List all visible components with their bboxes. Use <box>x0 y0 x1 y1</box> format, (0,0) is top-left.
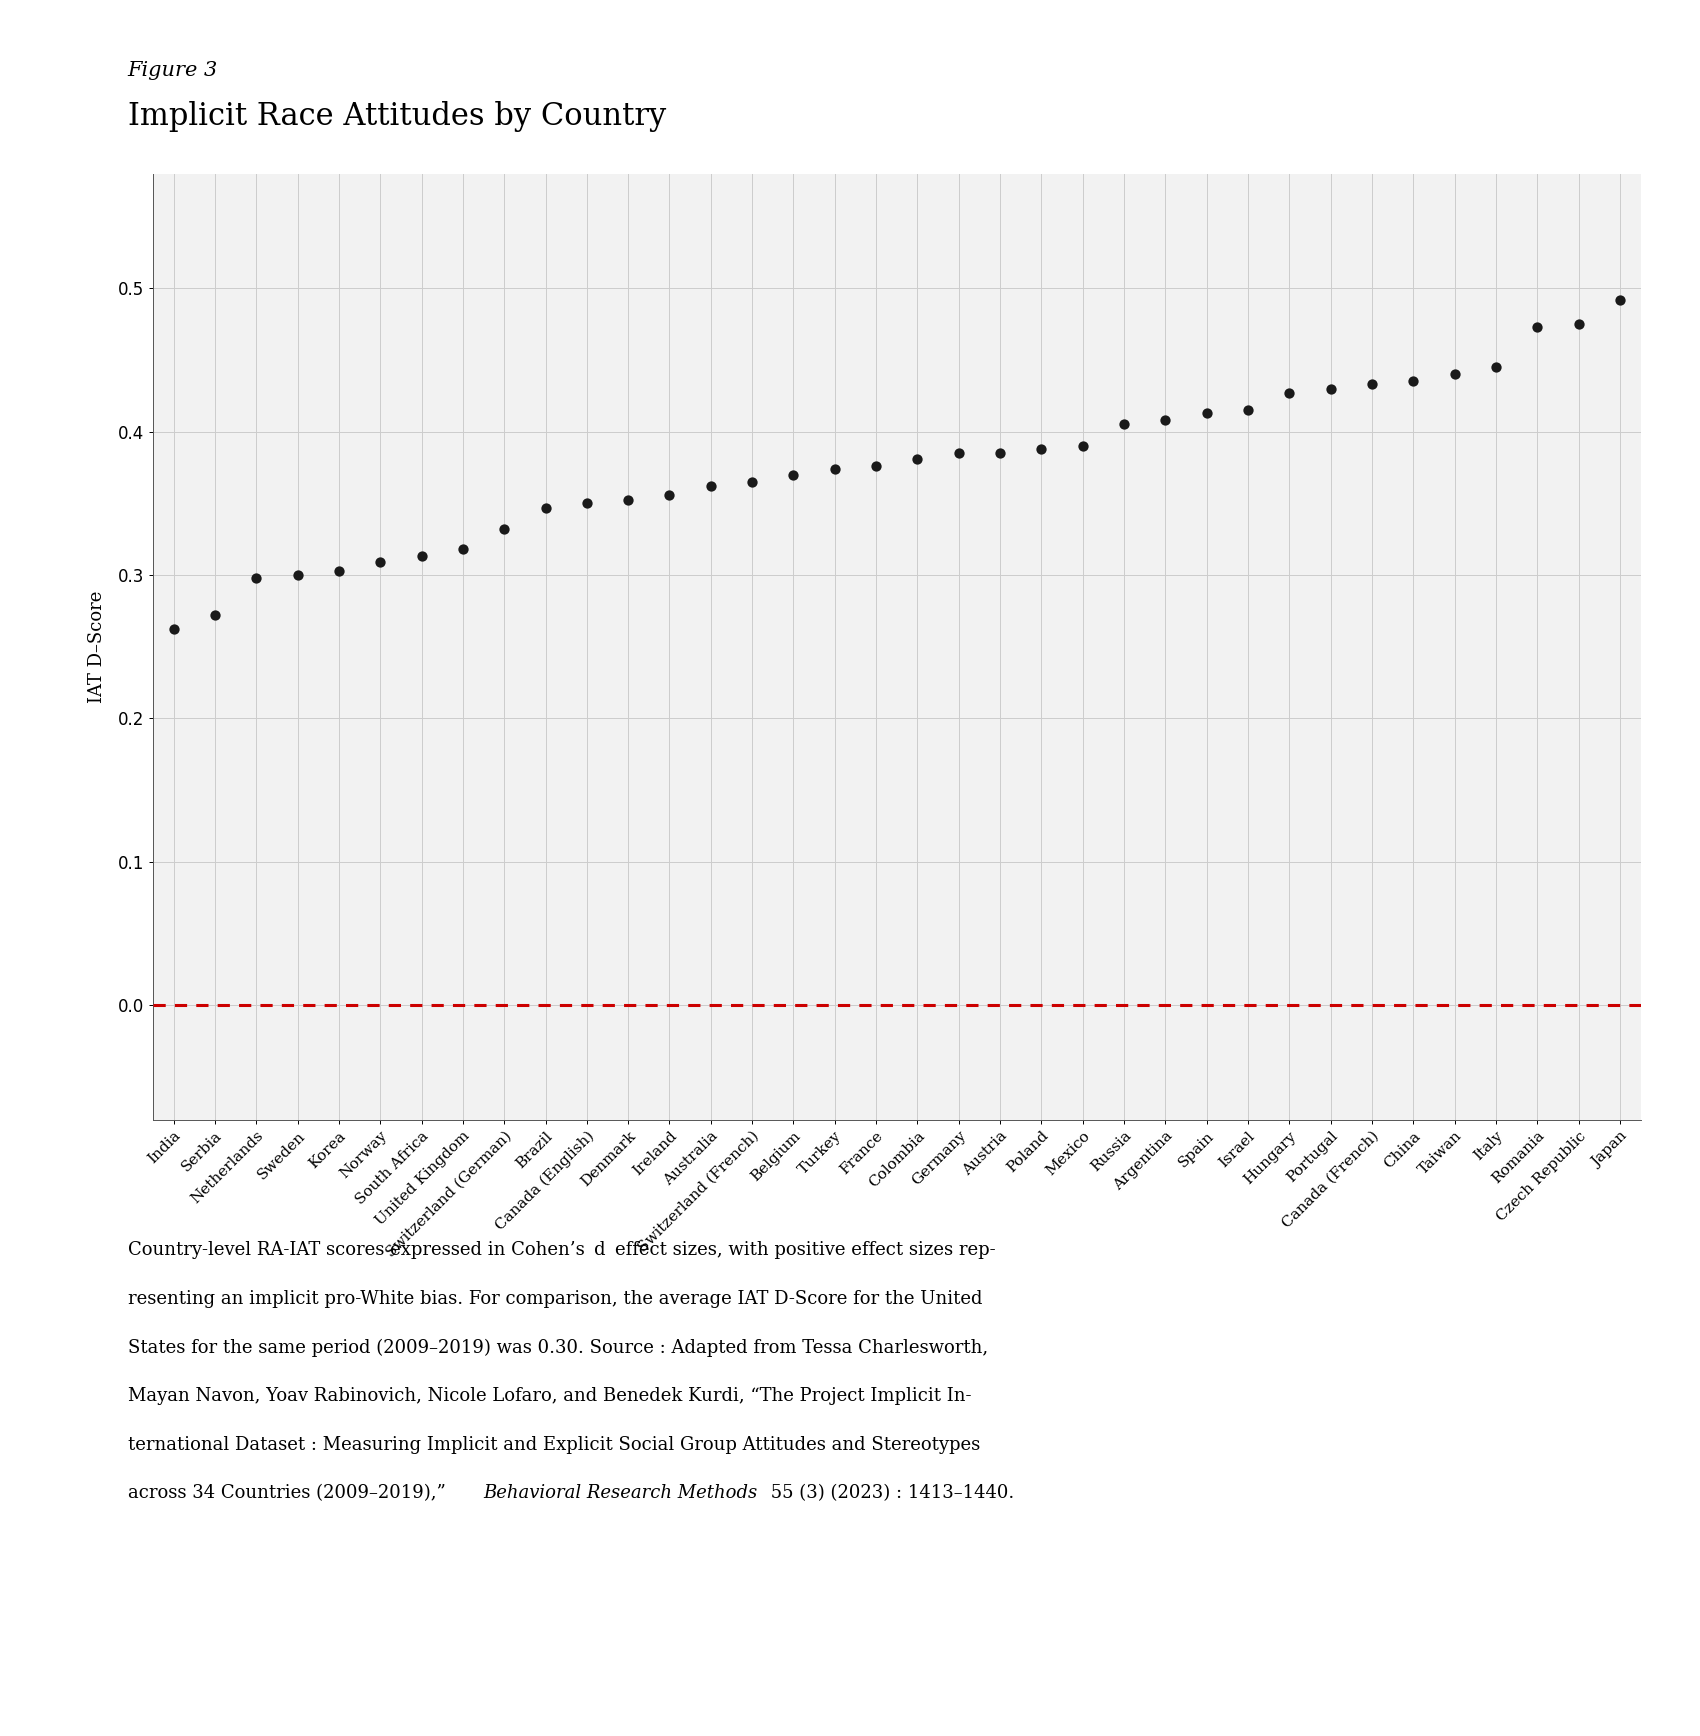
Text: resenting an implicit pro-White bias. For comparison, the average IAT D-Score fo: resenting an implicit pro-White bias. Fo… <box>128 1290 983 1307</box>
Point <box>1275 378 1302 406</box>
Point <box>449 535 476 562</box>
Text: Mayan Navon, Yoav Rabinovich, Nicole Lofaro, and Benedek Kurdi, “The Project Imp: Mayan Navon, Yoav Rabinovich, Nicole Lof… <box>128 1387 971 1404</box>
Y-axis label: IAT D–Score: IAT D–Score <box>88 590 107 703</box>
Point <box>284 561 311 589</box>
Point <box>1318 375 1345 403</box>
Point <box>573 490 600 517</box>
Point <box>656 481 683 509</box>
Point <box>1151 406 1178 434</box>
Point <box>1234 396 1261 424</box>
Point <box>1523 312 1550 340</box>
Point <box>986 439 1013 467</box>
Point <box>1358 370 1386 398</box>
Point <box>1482 352 1510 380</box>
Point <box>160 616 187 644</box>
Text: Implicit Race Attitudes by Country: Implicit Race Attitudes by Country <box>128 101 666 132</box>
Point <box>1606 286 1634 314</box>
Text: Figure 3: Figure 3 <box>128 61 218 80</box>
Text: States for the same period (2009–2019) was 0.30. Source : Adapted from Tessa Cha: States for the same period (2009–2019) w… <box>128 1338 988 1358</box>
Point <box>201 601 228 628</box>
Point <box>367 549 394 576</box>
Point <box>945 439 972 467</box>
Point <box>1193 399 1221 427</box>
Point <box>243 564 270 592</box>
Point <box>325 557 352 585</box>
Point <box>697 472 724 500</box>
Point <box>491 516 518 543</box>
Text: Behavioral Research Methods: Behavioral Research Methods <box>483 1484 756 1502</box>
Point <box>408 542 435 569</box>
Point <box>1566 311 1593 339</box>
Point <box>1028 436 1056 464</box>
Text: across 34 Countries (2009–2019),”: across 34 Countries (2009–2019),” <box>128 1484 450 1502</box>
Point <box>1069 432 1096 460</box>
Point <box>862 451 889 479</box>
Point <box>904 444 932 472</box>
Text: Country-level RA-IAT scores expressed in Cohen’s  d  effect sizes, with positive: Country-level RA-IAT scores expressed in… <box>128 1241 994 1259</box>
Text: 55 (3) (2023) : 1413–1440.: 55 (3) (2023) : 1413–1440. <box>765 1484 1015 1502</box>
Point <box>780 460 808 488</box>
Point <box>615 486 643 514</box>
Point <box>738 469 765 496</box>
Point <box>821 455 848 483</box>
Text: ternational Dataset : Measuring Implicit and Explicit Social Group Attitudes and: ternational Dataset : Measuring Implicit… <box>128 1436 979 1453</box>
Point <box>1399 368 1426 396</box>
Point <box>532 493 559 521</box>
Point <box>1110 411 1137 439</box>
Point <box>1442 361 1469 389</box>
